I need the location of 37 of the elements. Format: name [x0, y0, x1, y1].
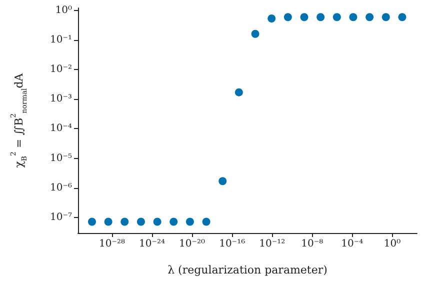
point [300, 13, 308, 22]
point [153, 218, 162, 226]
point [104, 218, 112, 226]
x-tick-label: 10⁰ [384, 238, 401, 250]
point [218, 177, 227, 186]
y-tick-label: 10⁻⁴ [50, 123, 72, 134]
point [136, 218, 145, 226]
x-tick-label: 10⁻⁴ [341, 238, 364, 250]
point [120, 218, 129, 226]
y-tick-label: 10⁰ [55, 4, 72, 16]
y-tick-label: 10⁻¹ [50, 34, 72, 46]
y-tick-label: 10⁻⁷ [50, 212, 72, 224]
x-tick-label: 10⁻²⁴ [139, 238, 166, 250]
x-tick-label: 10⁻¹² [259, 238, 286, 250]
x-tick-label: 10⁻¹⁶ [219, 238, 246, 250]
point [316, 13, 325, 22]
y-tick-label: 10⁻² [50, 64, 72, 76]
point [186, 218, 194, 226]
y-tick-label: 10⁻³ [50, 94, 72, 105]
point [332, 13, 341, 22]
point [268, 14, 276, 22]
x-tick-label: 10⁻²⁸ [98, 238, 126, 250]
x-tick-label: 10⁻⁸ [301, 238, 324, 250]
point [398, 13, 406, 22]
point [251, 30, 260, 38]
point [366, 13, 374, 22]
point [349, 13, 358, 22]
y-tick-label: 10⁻⁶ [50, 182, 72, 194]
point [202, 218, 210, 226]
y-tick-label: 10⁻⁵ [50, 152, 72, 164]
point [234, 88, 243, 96]
x-tick-label: 10⁻²⁰ [179, 238, 206, 250]
point [170, 218, 178, 226]
point [382, 13, 390, 22]
x-axis-title: λ (regularization parameter) [168, 264, 328, 276]
point [88, 218, 96, 226]
point [284, 13, 292, 22]
